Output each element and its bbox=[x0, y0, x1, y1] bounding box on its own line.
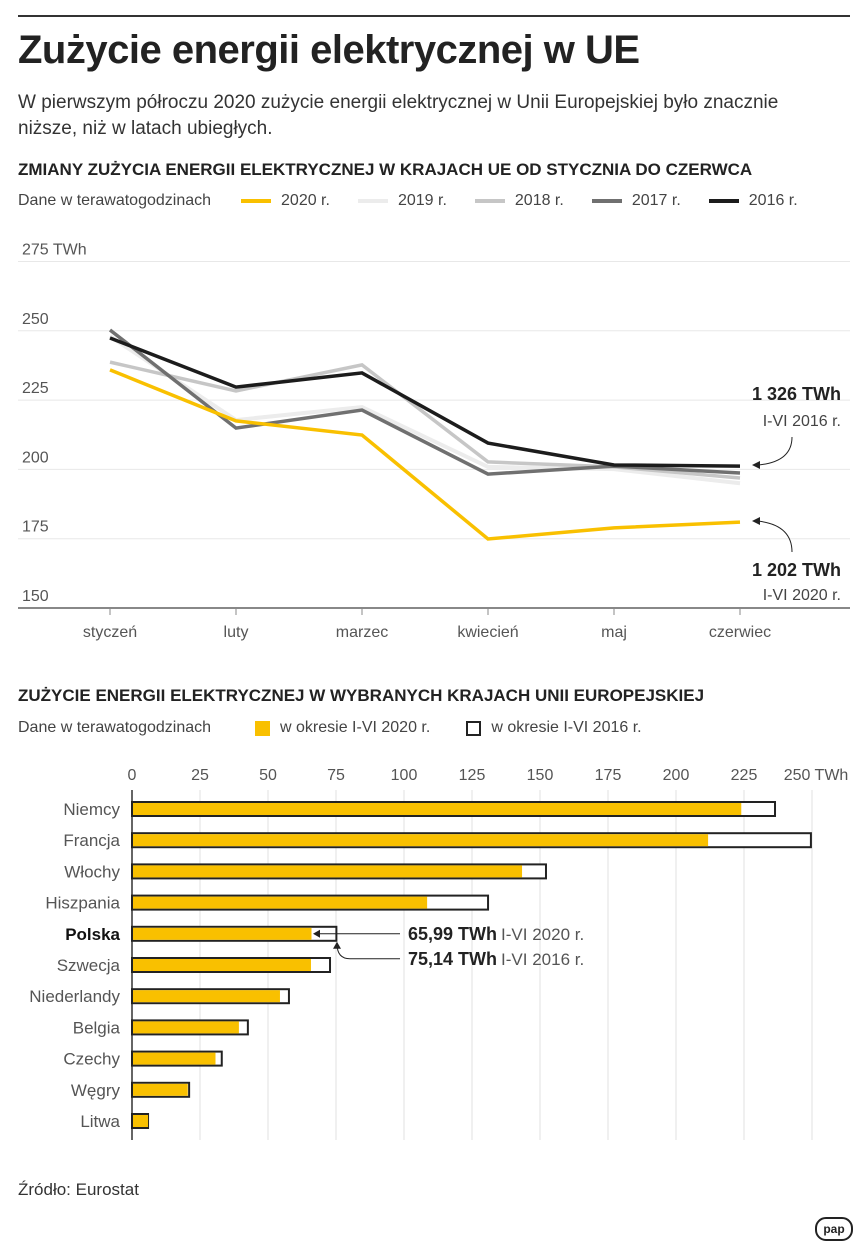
bar-2020 bbox=[133, 990, 280, 1003]
bar-2020 bbox=[133, 834, 709, 847]
annotation-leader bbox=[336, 943, 400, 960]
legend-item: 2017 r. bbox=[591, 192, 681, 210]
series-line-2020 bbox=[109, 368, 741, 541]
bar-2020 bbox=[133, 865, 523, 878]
series-line-2016 bbox=[109, 336, 741, 468]
x-tick-label: 50 bbox=[259, 767, 277, 784]
x-tick-label: kwiecień bbox=[457, 624, 518, 641]
line-chart: 275 TWh 250 225 200 175 150 styczeń luty marzec k… bbox=[18, 242, 850, 641]
annotation-value: 65,99 TWh bbox=[408, 924, 497, 944]
legend-swatch bbox=[241, 199, 272, 203]
legend-item: 2016 r. bbox=[708, 192, 798, 210]
legend-item: 2020 r. bbox=[241, 192, 330, 210]
annotation: 65,99 TWh I-VI 2020 r. bbox=[408, 924, 584, 944]
bar-chart: 0 25 50 75 100 125 150 175 200 225 250 TWh Niemcy Fr… bbox=[29, 767, 849, 1140]
x-tick-label: 125 bbox=[459, 767, 486, 784]
annotation-arrow bbox=[757, 436, 793, 466]
y-tick-label: 200 bbox=[22, 449, 49, 466]
top-rule bbox=[18, 15, 850, 17]
annotation-value: 75,14 TWh bbox=[408, 949, 497, 969]
category-label: Węgry bbox=[71, 1081, 121, 1100]
legend-label: 2018 r. bbox=[514, 192, 564, 209]
x-tick-label: czerwiec bbox=[709, 624, 771, 641]
arrowhead-icon bbox=[313, 929, 320, 938]
annotation-label: I-VI 2020 r. bbox=[501, 925, 584, 944]
x-tick-label: 225 bbox=[731, 767, 758, 784]
bar-chart-note: Dane w terawatogodzinach bbox=[18, 719, 212, 736]
category-label: Czechy bbox=[63, 1050, 120, 1069]
category-label: Polska bbox=[65, 925, 120, 944]
y-tick-label: 275 TWh bbox=[22, 242, 87, 259]
annotation-label: I-VI 2020 r. bbox=[763, 587, 841, 604]
y-tick-label: 250 bbox=[22, 311, 49, 328]
line-chart-legend: Dane w terawatogodzinach 2020 r. 2019 r. 2… bbox=[18, 192, 798, 210]
legend-label: 2020 r. bbox=[281, 192, 330, 209]
legend-item: 2019 r. bbox=[357, 192, 447, 210]
annotation-value: 1 326 TWh bbox=[752, 384, 841, 404]
bar-chart-title: ZUŻYCIE ENERGII ELEKTRYCZNEJ W WYBRANYCH… bbox=[18, 686, 705, 705]
x-tick-label: 100 bbox=[391, 767, 418, 784]
category-label: Niemcy bbox=[63, 800, 120, 819]
page-title: Zużycie energii elektrycznej w UE bbox=[18, 28, 640, 72]
legend-swatch bbox=[708, 199, 739, 203]
bar-2020 bbox=[133, 1052, 216, 1065]
arrowhead-icon bbox=[333, 941, 341, 949]
legend-swatch-2016 bbox=[466, 720, 482, 736]
annotation-label: I-VI 2016 r. bbox=[763, 413, 841, 430]
bar-2020 bbox=[133, 803, 742, 815]
legend-label: 2017 r. bbox=[631, 192, 681, 209]
bar-2020 bbox=[133, 927, 312, 940]
legend-swatch bbox=[591, 199, 622, 203]
legend-item: 2018 r. bbox=[474, 192, 564, 210]
x-tick-label: maj bbox=[601, 624, 627, 641]
arrowhead-icon bbox=[752, 517, 760, 525]
x-tick-label: 75 bbox=[327, 767, 345, 784]
legend-2016: w okresie I-VI 2016 r. bbox=[466, 719, 642, 737]
y-tick-label: 175 bbox=[22, 519, 49, 536]
legend-label: 2019 r. bbox=[397, 192, 447, 209]
bar-chart-legend: Dane w terawatogodzinach w okresie I-VI … bbox=[18, 719, 642, 737]
bar-2020 bbox=[133, 959, 311, 971]
x-tick-label: 250 TWh bbox=[784, 767, 849, 784]
subtitle: W pierwszym półroczu 2020 zużycie energi… bbox=[18, 92, 779, 139]
category-label: Hiszpania bbox=[45, 894, 120, 913]
legend-swatch-2020 bbox=[255, 720, 271, 736]
legend-swatch bbox=[474, 199, 505, 203]
pap-logo: pap bbox=[815, 1217, 853, 1241]
line-chart-title: ZMIANY ZUŻYCIA ENERGII ELEKTRYCZNEJ W KR… bbox=[18, 160, 753, 179]
line-chart-note: Dane w terawatogodzinach bbox=[18, 192, 212, 209]
category-label: Belgia bbox=[73, 1018, 121, 1037]
x-tick-label: styczeń bbox=[83, 624, 137, 641]
arrowhead-icon bbox=[752, 461, 760, 469]
series-line-2019 bbox=[108, 334, 741, 486]
category-label: Szwecja bbox=[57, 956, 121, 975]
x-tick-label: 150 bbox=[527, 767, 554, 784]
x-tick-label: luty bbox=[224, 624, 249, 641]
annotation-label: I-VI 2016 r. bbox=[501, 950, 584, 969]
category-label: Francja bbox=[63, 831, 120, 850]
x-tick-label: 0 bbox=[128, 767, 137, 784]
x-tick-label: marzec bbox=[336, 624, 388, 641]
annotation-value: 1 202 TWh bbox=[752, 560, 841, 580]
annotation: 75,14 TWh I-VI 2016 r. bbox=[408, 949, 584, 969]
x-tick-label: 175 bbox=[595, 767, 622, 784]
y-tick-label: 150 bbox=[22, 588, 49, 605]
category-label: Włochy bbox=[64, 862, 120, 881]
x-tick-label: 200 bbox=[663, 767, 690, 784]
bar-2020 bbox=[133, 896, 428, 909]
annotation-arrow bbox=[757, 520, 793, 553]
bar-2020 bbox=[133, 1115, 149, 1127]
legend-2020: w okresie I-VI 2020 r. bbox=[255, 719, 430, 737]
bar-2020 bbox=[133, 1083, 188, 1096]
source: Źródło: Eurostat bbox=[18, 1180, 139, 1199]
y-tick-label: 225 bbox=[22, 380, 49, 397]
x-tick-label: 25 bbox=[191, 767, 209, 784]
bar-2020 bbox=[133, 1021, 239, 1034]
category-label: Niederlandy bbox=[29, 987, 120, 1006]
legend-label: 2016 r. bbox=[748, 192, 798, 209]
legend-swatch bbox=[357, 199, 388, 203]
category-label: Litwa bbox=[80, 1112, 120, 1131]
